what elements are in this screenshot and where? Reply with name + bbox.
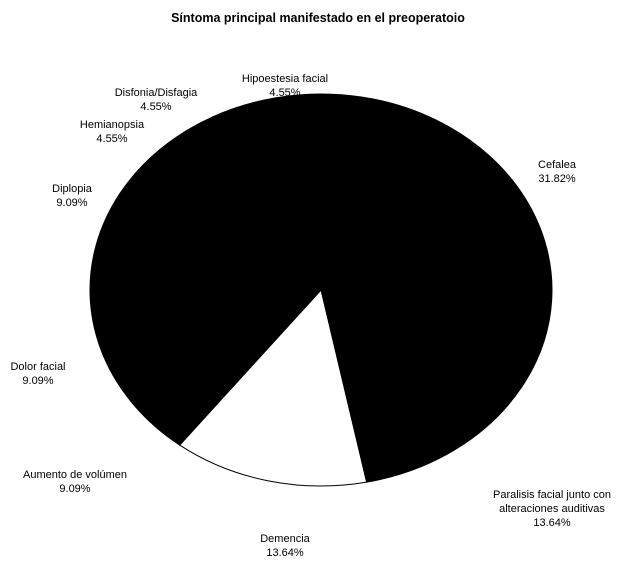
pie-slices: [89, 93, 553, 487]
pie-slice-aumento-de-vol-men: [102, 288, 323, 446]
pie-slice-dolor-facial: [89, 244, 322, 357]
slice-label: Diplopia 9.09%: [52, 183, 93, 209]
slice-labels: Cefalea 31.82% Paralisis facial junto con a…: [10, 73, 611, 559]
pie-slice-hipoestesia-facial: [274, 93, 342, 291]
chart-title: Síntoma principal manifestado en el preo…: [171, 11, 465, 25]
slice-label: Hipoestesia facial 4.55%: [242, 73, 328, 99]
slice-label: Aumento de volúmen 9.09%: [23, 469, 127, 495]
slice-label: Dolor facial 9.09%: [10, 361, 65, 387]
slice-label: Paralisis facial junto con alteraciones a…: [493, 489, 611, 529]
slice-label: Demencia 13.64%: [260, 533, 310, 559]
pie-slice-paralisis-facial-junto-con-alteraciones-auditivas: [320, 289, 523, 483]
slice-label: Hemianopsia 4.55%: [80, 119, 145, 145]
pie-slice-cefalea: [320, 94, 553, 388]
pie-slice-demencia: [178, 288, 368, 487]
slice-label: Disfonia/Disfagia 4.55%: [115, 87, 198, 113]
slice-label: Cefalea 31.82%: [538, 159, 577, 185]
pie-slice-diplopia: [95, 148, 323, 291]
